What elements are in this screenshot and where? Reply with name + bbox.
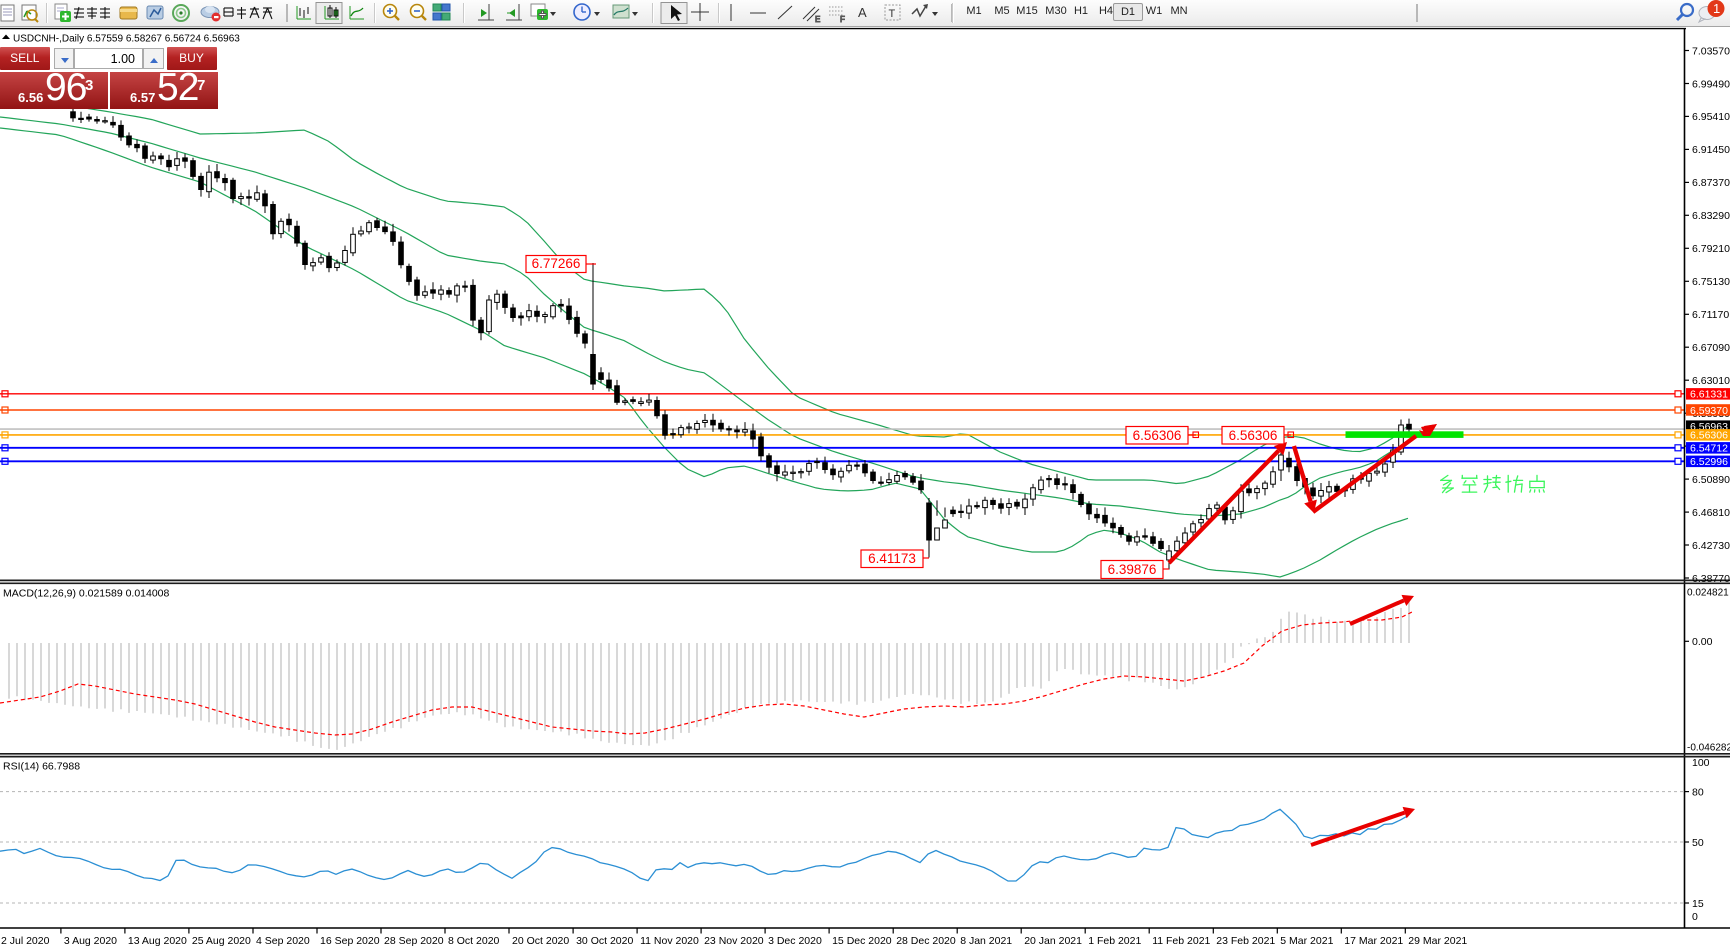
svg-text:6.79210: 6.79210 [1692,243,1730,255]
svg-text:13 Aug 2020: 13 Aug 2020 [128,935,187,947]
svg-text:4 Sep 2020: 4 Sep 2020 [256,935,310,947]
svg-text:16 Sep 2020: 16 Sep 2020 [320,935,380,947]
svg-text:6.38770: 6.38770 [1692,573,1730,585]
svg-text:-0.046282: -0.046282 [1687,742,1730,753]
svg-text:15 Dec 2020: 15 Dec 2020 [832,935,892,947]
svg-text:15: 15 [1692,898,1704,910]
svg-text:F: F [840,15,845,24]
svg-text:USDCNH-,Daily 6.57559 6.58267: USDCNH-,Daily 6.57559 6.58267 6.56724 6.… [13,34,240,45]
svg-text:6.56306: 6.56306 [1690,430,1728,442]
svg-text:RSI(14) 66.7988: RSI(14) 66.7988 [3,761,80,773]
svg-text:6.39876: 6.39876 [1108,562,1157,577]
svg-text:25 Aug 2020: 25 Aug 2020 [192,935,251,947]
svg-text:6.95410: 6.95410 [1692,111,1730,123]
svg-text:6.46810: 6.46810 [1692,507,1730,519]
svg-text:29 Mar 2021: 29 Mar 2021 [1408,935,1467,947]
svg-text:6.52996: 6.52996 [1690,456,1728,468]
svg-text:23 Feb 2021: 23 Feb 2021 [1216,935,1275,947]
svg-text:28 Sep 2020: 28 Sep 2020 [384,935,444,947]
svg-text:A: A [858,5,867,20]
svg-text:6.71170: 6.71170 [1692,309,1729,321]
svg-text:3 Dec 2020: 3 Dec 2020 [768,935,822,947]
svg-text:6.56306: 6.56306 [1229,428,1278,443]
svg-text:80: 80 [1692,786,1704,798]
svg-text:1 Feb 2021: 1 Feb 2021 [1088,935,1141,947]
svg-text:6.61331: 6.61331 [1690,389,1728,401]
svg-text:2 Jul 2020: 2 Jul 2020 [1,935,50,947]
svg-text:8 Oct 2020: 8 Oct 2020 [448,935,500,947]
svg-text:6.75130: 6.75130 [1692,276,1730,288]
svg-text:6.50890: 6.50890 [1692,474,1730,486]
svg-text:5 Mar 2021: 5 Mar 2021 [1280,935,1333,947]
svg-text:20 Oct 2020: 20 Oct 2020 [512,935,569,947]
svg-text:23 Nov 2020: 23 Nov 2020 [704,935,764,947]
svg-text:3 Aug 2020: 3 Aug 2020 [64,935,117,947]
svg-text:6.63010: 6.63010 [1692,375,1730,387]
svg-text:11 Nov 2020: 11 Nov 2020 [640,935,699,947]
svg-text:6.56306: 6.56306 [1133,428,1182,443]
svg-text:6.42730: 6.42730 [1692,540,1730,552]
svg-text:8 Jan 2021: 8 Jan 2021 [960,935,1012,947]
svg-text:30 Oct 2020: 30 Oct 2020 [576,935,633,947]
svg-text:11 Feb 2021: 11 Feb 2021 [1152,935,1210,947]
svg-text:28 Dec 2020: 28 Dec 2020 [896,935,956,947]
svg-text:6.54712: 6.54712 [1690,443,1728,455]
svg-text:50: 50 [1692,837,1704,849]
svg-text:7.03570: 7.03570 [1692,45,1730,57]
svg-text:6.41173: 6.41173 [868,551,916,566]
svg-text:6.91450: 6.91450 [1692,144,1730,156]
svg-text:6.99490: 6.99490 [1692,78,1730,90]
svg-text:17 Mar 2021: 17 Mar 2021 [1344,935,1403,947]
svg-text:0.024821: 0.024821 [1687,588,1729,599]
svg-text:MACD(12,26,9) 0.021589 0.01400: MACD(12,26,9) 0.021589 0.014008 [3,588,170,600]
svg-text:6.87370: 6.87370 [1692,177,1730,189]
svg-text:6.77266: 6.77266 [532,256,581,271]
svg-text:E: E [815,15,820,24]
svg-text:100: 100 [1692,757,1710,769]
svg-text:0: 0 [1692,911,1698,923]
svg-text:0.00: 0.00 [1692,636,1713,648]
svg-text:6.67090: 6.67090 [1692,342,1730,354]
svg-text:1: 1 [1713,1,1720,16]
svg-text:T: T [889,8,896,20]
svg-text:6.83290: 6.83290 [1692,210,1730,222]
svg-text:6.59370: 6.59370 [1690,405,1728,417]
svg-text:20 Jan 2021: 20 Jan 2021 [1024,935,1082,947]
